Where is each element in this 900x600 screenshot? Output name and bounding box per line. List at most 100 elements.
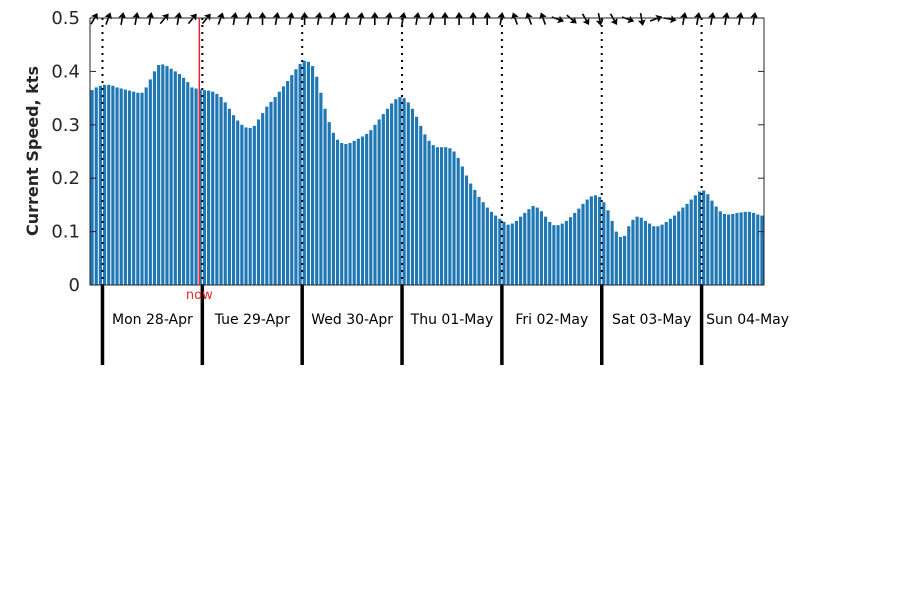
bar: [543, 216, 548, 285]
bar: [206, 90, 211, 286]
bar: [373, 124, 377, 285]
bar: [377, 119, 381, 286]
bar: [385, 108, 390, 285]
direction-arrow: [328, 12, 337, 26]
bar: [514, 220, 519, 285]
bar: [219, 97, 223, 285]
bar: [186, 82, 190, 285]
direction-arrow: [370, 12, 379, 25]
direction-arrow: [750, 12, 759, 26]
bar: [710, 200, 714, 285]
bar: [535, 207, 539, 285]
bar: [194, 88, 198, 286]
bar: [169, 68, 173, 285]
bar: [202, 90, 206, 285]
bar: [248, 128, 252, 285]
bar: [664, 221, 668, 285]
bar: [460, 166, 464, 285]
bar: [406, 102, 410, 286]
bar: [352, 140, 356, 285]
axes: [89, 17, 765, 286]
bar: [115, 87, 119, 285]
arrow-head: [189, 13, 197, 21]
direction-arrow: [343, 12, 351, 26]
bar: [402, 98, 406, 285]
direction-arrow: [258, 12, 267, 25]
arrow-head: [582, 17, 590, 26]
bar: [311, 66, 315, 285]
bar: [240, 124, 244, 285]
bar: [369, 130, 373, 285]
bar: [581, 203, 585, 285]
bar: [677, 211, 681, 285]
direction-arrow: [609, 13, 618, 26]
bar: [236, 120, 240, 285]
bar: [173, 71, 177, 286]
y-tick-label: 0.3: [51, 115, 80, 136]
arrow-head: [595, 19, 604, 26]
bar: [302, 60, 306, 285]
bar: [706, 194, 710, 285]
arrow-head: [370, 12, 379, 18]
bar: [627, 226, 631, 285]
bar: [215, 93, 219, 285]
bar: [568, 217, 573, 285]
direction-arrow: [511, 12, 519, 25]
bar: [319, 92, 323, 285]
arrow-head: [441, 12, 449, 18]
direction-arrow: [244, 12, 253, 26]
bar: [161, 64, 165, 286]
bar: [211, 91, 215, 285]
bar: [531, 205, 535, 285]
direction-arrow: [300, 12, 309, 25]
arrow-head: [669, 15, 677, 24]
bar: [132, 91, 136, 285]
bar: [502, 221, 506, 285]
direction-arrow: [539, 12, 547, 25]
arrow-head: [132, 12, 141, 19]
bar: [294, 69, 298, 285]
bar: [498, 218, 502, 285]
direction-arrow: [427, 12, 436, 26]
arrow-head: [230, 12, 239, 19]
bar: [494, 215, 498, 285]
bar: [286, 81, 290, 285]
bar: [435, 147, 439, 285]
direction-arrow: [637, 12, 646, 26]
direction-arrow: [722, 12, 731, 26]
bar: [456, 157, 460, 285]
bar: [668, 218, 672, 285]
bar: [477, 196, 481, 285]
bar: [348, 142, 352, 285]
bar: [327, 122, 331, 285]
bar: [398, 97, 402, 285]
bar: [639, 217, 643, 285]
direction-arrow: [118, 12, 127, 26]
arrow-head: [455, 12, 464, 18]
bar: [606, 210, 610, 285]
direction-arrow: [525, 12, 533, 25]
direction-arrow: [146, 12, 155, 26]
direction-arrow: [201, 13, 211, 25]
bar: [277, 91, 281, 285]
direction-arrow: [708, 12, 716, 26]
bar: [140, 92, 144, 285]
arrow-head: [272, 12, 281, 19]
arrow-head: [680, 12, 688, 19]
direction-arrow: [216, 12, 225, 25]
direction-arrow: [497, 12, 506, 26]
y-tick-label: 0: [69, 275, 80, 296]
bar: [182, 77, 186, 285]
bar: [431, 145, 435, 285]
bar: [281, 86, 286, 285]
bar: [523, 212, 527, 285]
direction-arrow: [649, 14, 663, 23]
bar: [614, 231, 618, 285]
bar: [585, 199, 589, 285]
direction-arrow: [581, 13, 590, 26]
bar: [469, 183, 473, 285]
bar: [473, 189, 477, 285]
arrow-head: [91, 12, 98, 21]
now-label: now: [186, 288, 213, 303]
bar: [589, 196, 593, 285]
